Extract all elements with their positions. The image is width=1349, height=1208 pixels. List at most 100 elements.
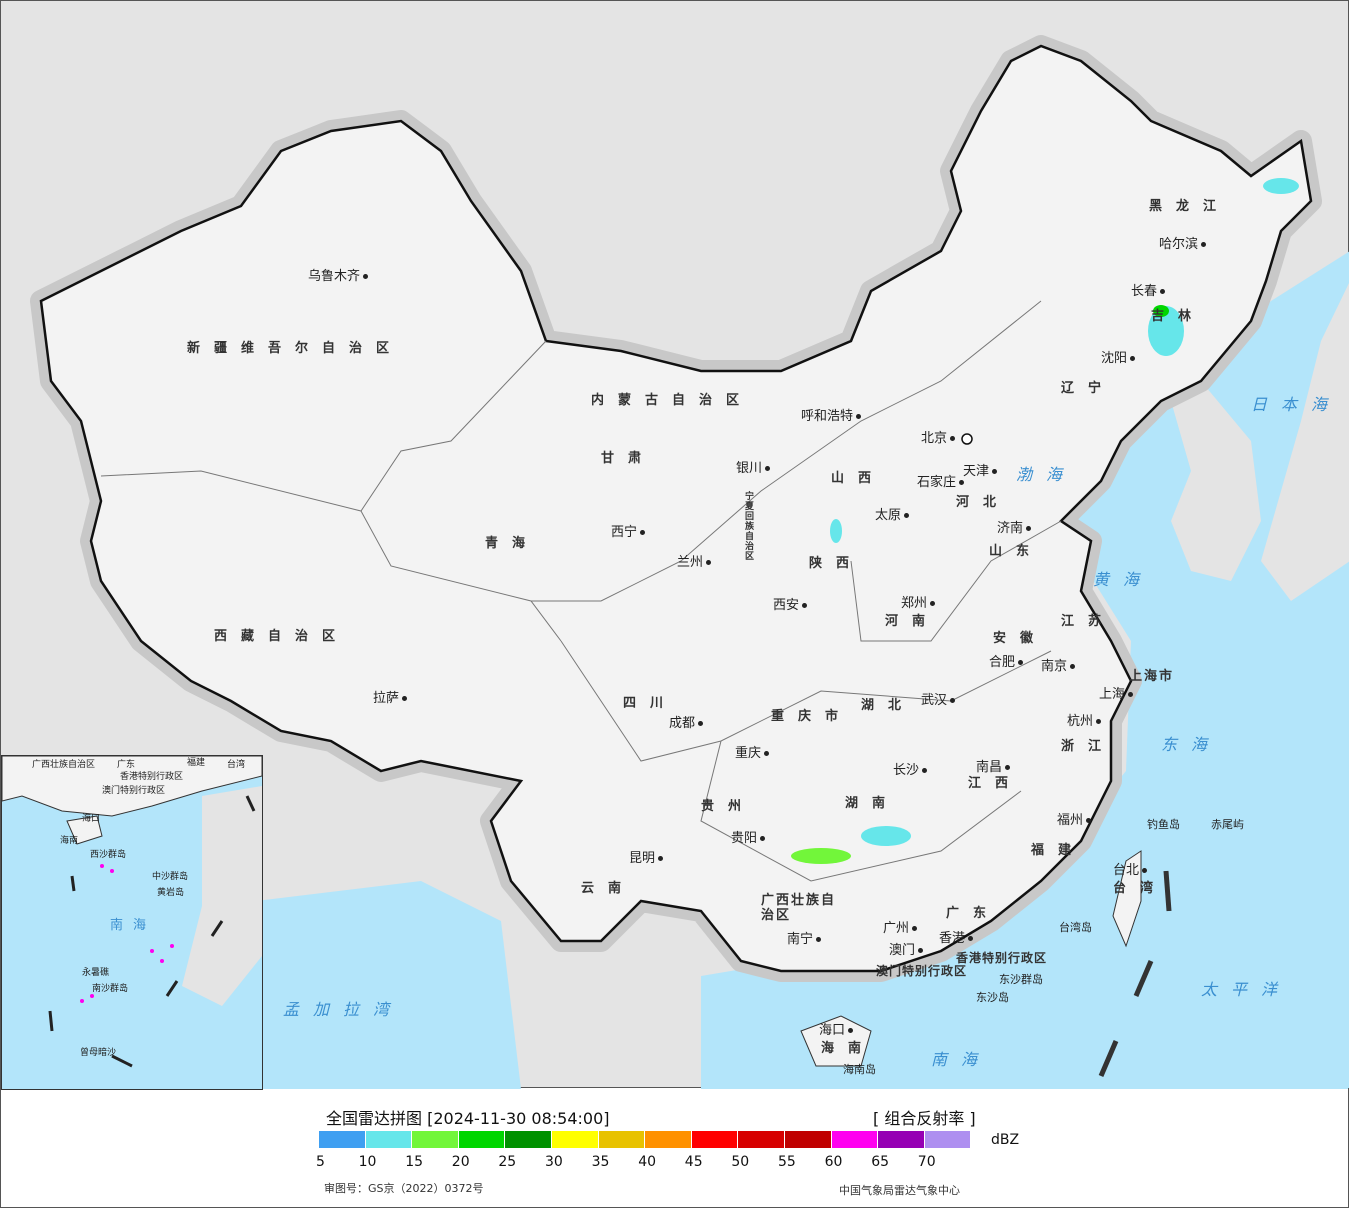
scale-tick-label: 15 [405,1154,424,1170]
city-dot-icon [764,751,770,756]
label-text: 上海 [1099,687,1126,702]
color-swatch [831,1131,878,1148]
province-label: 浙江 [1061,739,1115,754]
label-text: 广州 [883,921,910,936]
city-dot-icon [1128,692,1134,697]
label-text: 湖南 [845,796,900,811]
label-text: 海南 [821,1041,876,1056]
city-dot-icon [856,414,862,419]
scale-tick-label: 60 [824,1154,843,1170]
label-text: 香港 [939,931,966,946]
unit-label: dBZ [991,1132,1020,1148]
map-title: 全国雷达拼图 [2024-11-30 08:54:00] [326,1109,610,1128]
city-dot-icon [912,926,918,931]
color-swatch [691,1131,738,1148]
scale-tick-label: 20 [451,1154,470,1170]
city-dot-icon [760,836,766,841]
label-text: 长沙 [893,763,920,778]
city-label: 银川 [736,461,773,476]
label-text: 重庆市 [771,709,853,724]
city-label: 长春 [1131,284,1168,299]
label-text: 拉萨 [373,691,400,706]
city-label: 郑州 [901,596,938,611]
city-dot-icon [658,856,664,861]
label-text: 江西 [968,776,1023,791]
sea-label: 孟加拉湾 [283,996,403,1020]
label-text: 济南 [997,521,1024,536]
scale-tick-label: 70 [917,1154,936,1170]
province-label: 湖北 [861,698,915,713]
inset-label: 黄岩岛 [157,888,184,899]
city-label: 济南 [997,521,1034,536]
label-text: 中沙群岛 [152,872,189,882]
label-text: 南海 [110,918,157,933]
inset-label: 台湾 [227,760,245,771]
radar-map[interactable]: 乌鲁木齐 拉萨 西宁 兰州 银川 呼和浩特 北京 天津 石家庄 太原 济南 郑州 西安 成都 重庆 贵阳 昆明 武… [0,0,1349,1090]
label-text: 赤尾屿 [1211,818,1244,831]
label-text: 黄海 [1093,570,1154,589]
city-label: 北京 [921,431,958,446]
label-text: 银川 [736,461,763,476]
label-text: 海南 [60,836,79,846]
label-text: 重庆 [735,746,762,761]
city-label: 天津 [963,464,1000,479]
province-label: 山东 [989,544,1043,559]
label-text: 河南 [885,614,940,629]
label-text: 贵州 [701,799,756,814]
city-label: 武汉 [921,693,958,708]
label-text: 台北 [1113,863,1140,878]
map-shapes [30,35,1349,1089]
label-text: 香港特别行政区 [120,772,184,782]
korea [1171,381,1261,581]
city-label: 拉萨 [373,691,410,706]
scale-tick-label: 30 [545,1154,563,1170]
label-text: 西宁 [611,525,638,540]
province-label: 安徽 [993,631,1047,646]
province-label: 澳门特别行政区 [876,964,967,979]
province-label: 四川 [623,696,677,711]
province-label: 河北 [956,495,1010,510]
label-text: 海南岛 [843,1063,876,1076]
city-dot-icon [959,480,965,485]
city-label: 合肥 [989,655,1026,670]
city-label: 长沙 [893,763,930,778]
label-text: 广东 [117,760,136,770]
color-swatch [319,1131,365,1148]
city-dot-icon [698,721,704,726]
label-text: 澳门 [889,943,916,958]
inset-label: 海南 [60,836,78,847]
label-text: 青海 [485,536,540,551]
label-text: 郑州 [901,596,928,611]
scale-tick-label: 5 [316,1154,325,1170]
scale-tick-label: 10 [358,1154,377,1170]
city-dot-icon [968,936,974,941]
hainan-land [800,1015,872,1067]
label-text: 澳门特别行政区 [102,786,166,796]
city-dot-icon [1096,719,1102,724]
province-label: 广西壮族自治区 [761,893,841,923]
label-text: 南沙群岛 [92,984,129,994]
city-label: 海口 [819,1023,856,1038]
city-label: 台北 [1113,863,1150,878]
color-swatch [365,1131,412,1148]
label-text: 河北 [956,495,1011,510]
label-text: 日本海 [1251,395,1342,414]
label-text: 南宁 [787,932,814,947]
south-china-sea-inset: 广西壮族自治区 广东 福建 台湾 香港特别行政区 澳门特别行政区 海口 海南 西沙群岛 中沙群岛黄… [1,755,263,1090]
color-swatch [924,1131,971,1148]
label-text: 福建 [1031,843,1086,858]
label-text: 曾母暗沙 [80,1048,117,1058]
scale-tick-label: 35 [591,1154,610,1170]
city-dot-icon [402,696,408,701]
label-text: 渤海 [1016,465,1077,484]
inset-label: 西沙群岛 [90,850,126,861]
city-dot-icon [706,560,712,565]
label-text: 内蒙古自治区 [591,393,754,408]
label-text: 贵阳 [731,831,758,846]
province-label: 宁夏回族自治区 [743,491,753,561]
inset-label: 海口 [82,814,100,825]
scale-tick-label: 50 [731,1154,750,1170]
city-label: 昆明 [629,851,666,866]
province-label: 台湾 [1113,881,1167,896]
china-land [39,44,1313,973]
